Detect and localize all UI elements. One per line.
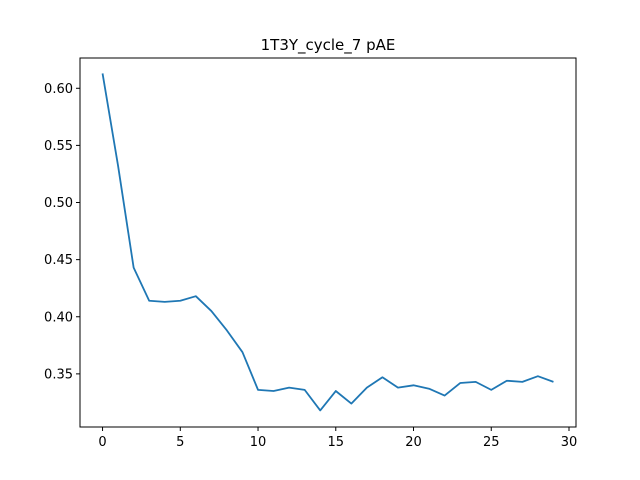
y-tick-label: 0.50: [44, 196, 73, 211]
chart-title: 1T3Y_cycle_7 pAE: [261, 36, 396, 55]
y-tick-label: 0.35: [44, 367, 73, 382]
plot-frame: [79, 57, 577, 428]
y-axis: 0.35 0.40 0.45 0.50 0.55 0.60: [44, 82, 80, 382]
x-tick-label: 20: [405, 435, 422, 450]
series-line-0: [101, 73, 554, 412]
x-tick-label: 0: [98, 435, 106, 450]
x-tick-label: 5: [176, 435, 184, 450]
x-tick-label: 15: [328, 435, 345, 450]
x-tick-label: 30: [561, 435, 578, 450]
x-tick-label: 10: [250, 435, 267, 450]
y-tick-label: 0.40: [44, 310, 73, 325]
y-tick-label: 0.60: [44, 82, 73, 97]
x-tick-label: 25: [483, 435, 500, 450]
y-tick-label: 0.55: [44, 139, 73, 154]
x-axis: 0 5 10 15 20 25 30: [98, 427, 577, 450]
y-tick-label: 0.45: [44, 253, 73, 268]
